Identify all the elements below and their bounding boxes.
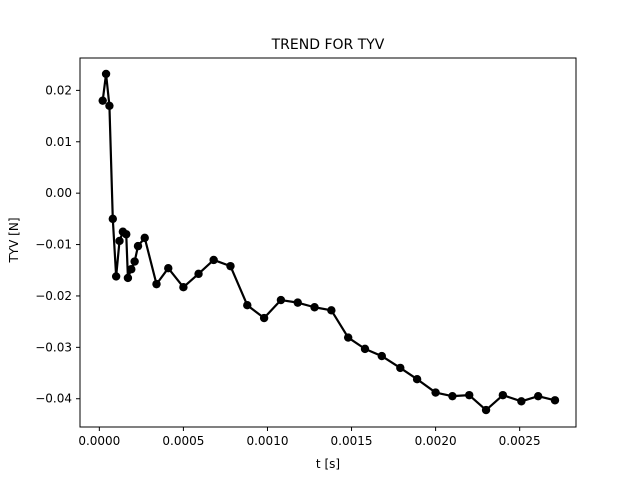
y-tick-label: −0.03 [35,340,72,354]
x-tick-label: 0.0020 [415,434,457,448]
y-tick-label: −0.01 [35,238,72,252]
data-point [122,230,131,239]
chart-title: TREND FOR TYV [271,37,385,53]
y-axis-label: TYV [N] [7,217,21,263]
data-point [550,396,560,405]
y-axis: 0.02 0.01 0.00 −0.01 −0.02 −0.03 −0.04 [35,83,80,406]
data-point [115,236,124,246]
data-point [327,306,336,315]
data-point [101,69,111,79]
data-point [360,344,370,354]
data-point [448,391,457,401]
data-point [194,269,203,279]
data-point [481,405,491,415]
x-tick-label: 0.0015 [331,434,373,448]
data-point [179,283,188,292]
data-point [130,257,139,266]
data-point [133,241,143,251]
data-point [164,264,173,273]
data-point [276,295,286,305]
data-point [226,261,235,271]
data-point [396,363,405,373]
data-point [259,313,269,323]
data-point [498,390,508,400]
y-tick-label: −0.04 [35,392,72,406]
data-point [310,303,319,312]
y-tick-label: 0.02 [45,83,72,97]
data-point [517,397,526,406]
y-tick-label: 0.01 [45,135,72,149]
data-point [152,279,161,289]
x-tick-label: 0.0025 [499,434,541,448]
data-point [123,273,133,283]
data-point [377,351,386,361]
data-point [533,391,543,401]
y-tick-label: −0.02 [35,289,72,303]
y-tick-label: 0.00 [45,186,72,200]
plot-frame [79,57,577,428]
data-point [98,96,107,105]
data-point [140,233,149,243]
x-axis-label: t [s] [316,457,340,471]
data-point [465,390,474,400]
x-axis: 0.0000 0.0005 0.0010 0.0015 0.0020 0.0025 [78,427,541,448]
series-layer [98,69,560,415]
data-point [111,272,121,281]
data-point [108,214,117,224]
data-point [293,298,302,307]
data-point [209,255,218,265]
x-tick-label: 0.0000 [78,434,120,448]
data-point [343,333,353,342]
x-tick-label: 0.0005 [162,434,204,448]
data-point [431,388,440,397]
data-point [127,265,136,274]
plot-area [79,57,577,428]
data-point [105,101,114,111]
x-tick-label: 0.0010 [246,434,288,448]
data-point [243,301,252,310]
data-point [412,375,422,384]
